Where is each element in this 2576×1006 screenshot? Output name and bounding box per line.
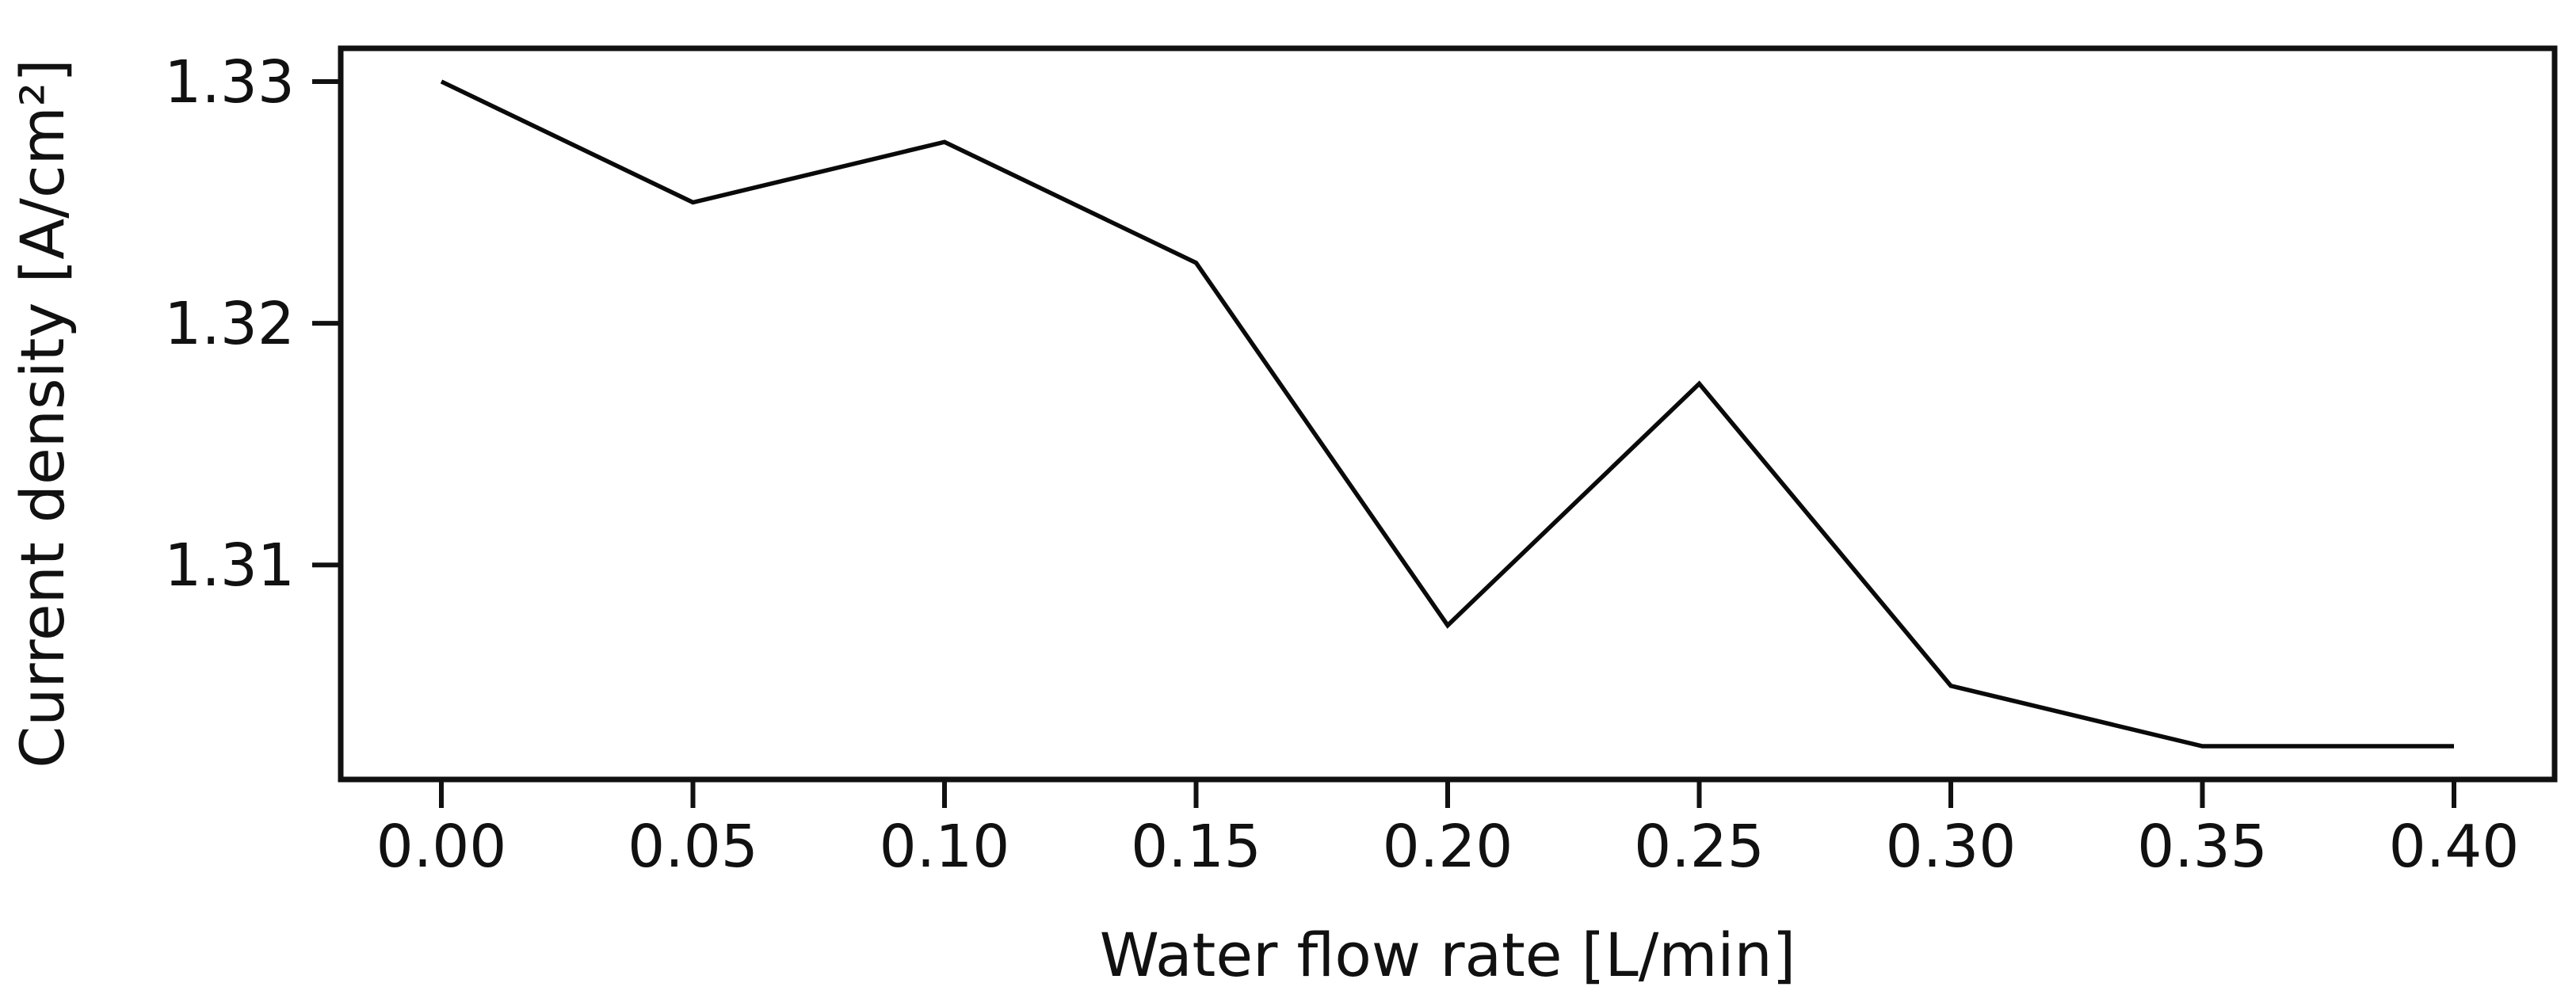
data-line-series	[440, 79, 2454, 749]
x-tick-label: 0.15	[1131, 813, 1261, 881]
x-axis-label: Water flow rate [L/min]	[1100, 920, 1796, 990]
y-tick-label: 1.32	[164, 290, 295, 358]
x-tick-label: 0.25	[1634, 813, 1765, 881]
y-tick-label: 1.33	[164, 48, 295, 116]
x-tick-label: 0.35	[2137, 813, 2268, 881]
x-tick-label: 0.30	[1886, 813, 2017, 881]
x-tick-label: 0.10	[880, 813, 1010, 881]
x-tick-label: 0.40	[2389, 813, 2520, 881]
y-tick-label: 1.31	[164, 532, 295, 600]
plot-area: 0.00 0.05 0.10 0.15 0.20 0.25 0.30 0.35 0.40 1.31…	[164, 45, 2558, 881]
y-axis-label: Current density [A/cm²]	[7, 59, 78, 768]
x-tick-label: 0.00	[376, 813, 507, 881]
x-tick-label: 0.05	[628, 813, 758, 881]
axes-frame	[338, 45, 2558, 783]
x-tick-label: 0.20	[1383, 813, 1513, 881]
